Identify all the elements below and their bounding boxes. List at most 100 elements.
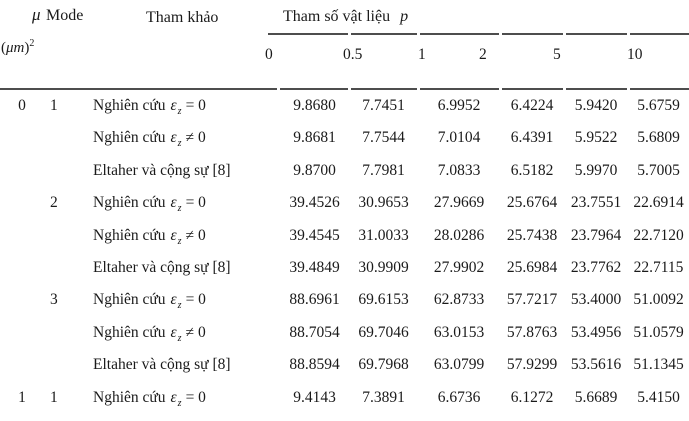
value-cell: 5.6689	[574, 388, 618, 406]
value-cell: 28.0286	[433, 226, 485, 244]
reference-label: Nghiên cứu	[93, 226, 166, 244]
value-cell: 57.8763	[506, 323, 558, 341]
reference-label: Eltaher và cộng sự [8]	[93, 258, 231, 276]
value-cell: 7.7544	[362, 129, 405, 147]
group-rule-segment	[630, 33, 689, 35]
header-rule-segment	[420, 88, 499, 90]
p-value-header-1: 1	[418, 46, 426, 63]
epsilon-subscript: z	[177, 138, 182, 150]
table-row: 3 Nghiên cứu εz = 0 88.6961 69.6153 62.8733 57.…	[0, 284, 689, 316]
table-row: Nghiên cứu εz ≠ 0 88.7054 69.7046 63.0153 57.8…	[0, 317, 689, 349]
value-cell: 30.9909	[358, 258, 409, 276]
mu-cell	[0, 349, 44, 381]
mu-unit: μm	[6, 40, 25, 56]
value-cell: 51.0092	[633, 291, 684, 309]
mode-cell: 1	[50, 388, 58, 406]
p-value-header-05: 0.5	[343, 46, 363, 63]
value-cell: 69.7046	[358, 323, 409, 341]
paren-close: )	[24, 40, 30, 56]
p-variable: p	[400, 8, 409, 25]
value-cell: 6.1272	[510, 388, 554, 406]
squared-exponent: 2	[29, 38, 35, 49]
epsilon-condition: = 0	[185, 97, 206, 114]
header-rule-segment	[0, 88, 277, 90]
epsilon-condition: ≠ 0	[185, 323, 206, 341]
reference-cell: Nghiên cứu εz = 0	[88, 382, 280, 420]
group-rule-segment	[420, 33, 499, 35]
value-cell: 5.7005	[637, 161, 680, 179]
reference-cell: Nghiên cứu εz ≠ 0	[88, 220, 280, 258]
header-rule-segment	[566, 88, 627, 90]
value-cell: 7.0833	[437, 161, 481, 179]
value-cell: 88.7054	[289, 323, 340, 341]
p-value-header-2: 2	[479, 46, 487, 63]
value-cell: 39.4849	[289, 258, 340, 276]
epsilon-condition: = 0	[185, 388, 206, 406]
value-cell: 5.4150	[637, 388, 680, 406]
reference-label: Eltaher và cộng sự [8]	[93, 356, 231, 374]
reference-cell: Nghiên cứu εz = 0	[88, 90, 280, 128]
value-cell: 6.4391	[510, 129, 554, 147]
group-rule-segment	[502, 33, 563, 35]
group-rule-segment	[566, 33, 627, 35]
value-cell: 6.4224	[510, 97, 554, 114]
epsilon-symbol: ε	[170, 388, 177, 406]
value-cell: 53.5616	[570, 356, 622, 374]
value-cell: 57.9299	[506, 356, 558, 374]
group-rule-segment	[351, 33, 417, 35]
value-cell: 23.7762	[570, 258, 622, 276]
value-cell: 5.6759	[637, 97, 680, 114]
value-cell: 9.8680	[293, 97, 336, 114]
value-cell: 69.6153	[358, 291, 409, 309]
value-cell: 7.7451	[362, 97, 405, 114]
value-cell: 5.9970	[574, 161, 618, 179]
epsilon-condition: ≠ 0	[185, 129, 206, 147]
reference-label: Nghiên cứu	[93, 97, 166, 114]
mu-column-header: μ	[32, 5, 41, 24]
table-row: 0 1 Nghiên cứu εz = 0 9.8680 7.7451 6.9952 6.422…	[0, 90, 689, 122]
reference-column-header: Tham khảo	[146, 9, 219, 26]
material-parameter-label: Tham số vật liệu	[283, 8, 391, 25]
value-cell: 5.6809	[637, 129, 680, 147]
reference-cell: Nghiên cứu εz ≠ 0	[88, 317, 280, 355]
value-cell: 6.5182	[510, 161, 554, 179]
value-cell: 27.9669	[433, 194, 485, 212]
mode-cell: 3	[50, 291, 58, 309]
value-cell: 22.6914	[633, 194, 684, 212]
value-cell: 25.6984	[506, 258, 558, 276]
value-cell: 51.1345	[633, 356, 684, 374]
value-cell: 25.6764	[506, 194, 558, 212]
value-cell: 25.7438	[506, 226, 558, 244]
reference-cell: Nghiên cứu εz ≠ 0	[88, 122, 280, 160]
reference-cell: Eltaher và cộng sự [8]	[88, 349, 280, 381]
table-row: Nghiên cứu εz ≠ 0 39.4545 31.0033 28.0286 25.7…	[0, 220, 689, 252]
mode-cell	[44, 349, 88, 381]
header-rule-segment	[351, 88, 417, 90]
value-cell: 22.7115	[633, 258, 684, 276]
value-cell: 7.3891	[362, 388, 405, 406]
value-cell: 62.8733	[433, 291, 485, 309]
reference-label: Nghiên cứu	[93, 388, 166, 406]
header-rule-segment	[502, 88, 563, 90]
reference-label: Eltaher và cộng sự [8]	[93, 161, 231, 179]
reference-cell: Eltaher và cộng sự [8]	[88, 155, 280, 187]
epsilon-symbol: ε	[170, 323, 177, 341]
epsilon-symbol: ε	[170, 97, 177, 114]
value-cell: 39.4545	[289, 226, 340, 244]
value-cell: 22.7120	[633, 226, 684, 244]
epsilon-symbol: ε	[170, 129, 177, 147]
paren-open: (	[1, 40, 6, 56]
table-body: 0 1 Nghiên cứu εz = 0 9.8680 7.7451 6.9952 6.422…	[0, 90, 689, 414]
value-cell: 23.7551	[570, 194, 622, 212]
mu-cell	[0, 155, 44, 187]
reference-cell: Nghiên cứu εz = 0	[88, 187, 280, 225]
table-row: 1 1 Nghiên cứu εz = 0 9.4143 7.3891 6.6736 6.127…	[0, 382, 689, 414]
epsilon-symbol: ε	[170, 194, 177, 212]
mode-cell: 2	[50, 194, 58, 212]
value-cell: 88.6961	[289, 291, 340, 309]
table-row: 2 Nghiên cứu εz = 0 39.4526 30.9653 27.9669 25.…	[0, 187, 689, 219]
epsilon-subscript: z	[177, 332, 182, 344]
p-value-header-10: 10	[627, 46, 643, 63]
header-rule-segment	[280, 88, 348, 90]
